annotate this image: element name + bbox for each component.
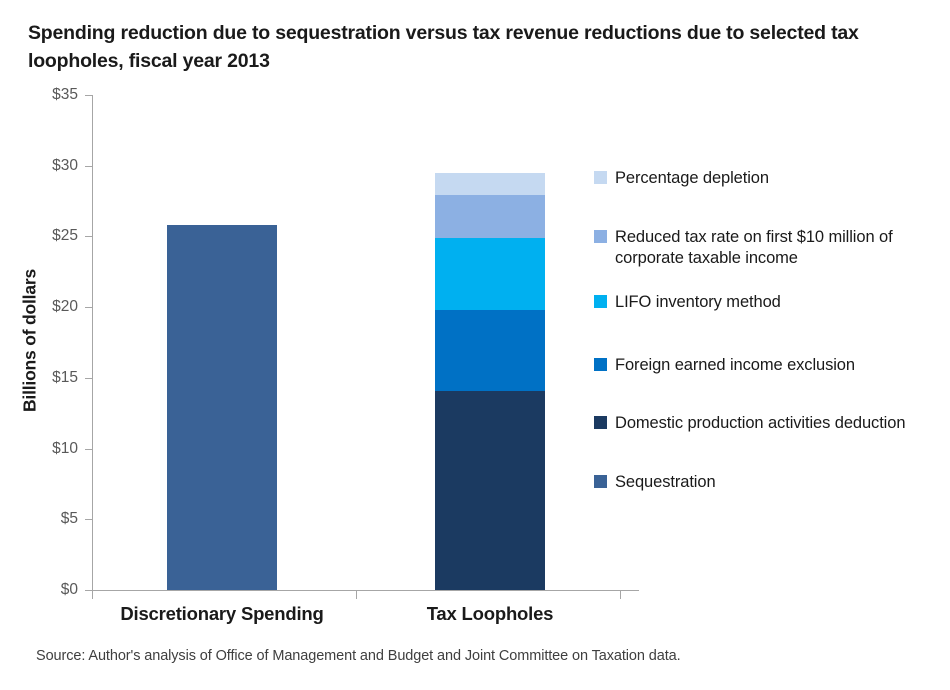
y-axis-tick-label: $25: [52, 227, 78, 245]
legend-item-label: Reduced tax rate on first $10 million of…: [615, 228, 893, 268]
y-axis-tick-label: $20: [52, 298, 78, 316]
x-axis-line: [92, 590, 639, 591]
x-axis-tick: [620, 591, 621, 599]
y-axis-tick: [85, 377, 93, 379]
legend-swatch-icon: [594, 475, 607, 488]
bar-segment[interactable]: [435, 172, 545, 196]
legend-item-label: Domestic production activities deduction: [615, 414, 906, 432]
y-axis-tick-label: $0: [60, 581, 78, 598]
plot-area: [93, 95, 638, 590]
y-axis-tick-label: $15: [52, 368, 78, 386]
legend-item-label: LIFO inventory method: [615, 293, 781, 311]
y-axis-tick-label: $10: [52, 439, 78, 457]
y-axis-tick-label: $5: [60, 510, 78, 528]
y-axis-title: Billions of dollars: [19, 268, 40, 413]
y-axis-tick: [85, 165, 93, 167]
x-axis-category-label: Tax Loopholes: [426, 603, 554, 624]
bar-segment[interactable]: [167, 225, 277, 590]
bar-segment[interactable]: [435, 195, 545, 238]
y-axis-line: [92, 95, 93, 591]
legend-swatch-icon: [594, 295, 607, 308]
y-axis-tick-label: $35: [52, 86, 78, 103]
y-axis-tick: [85, 95, 93, 96]
x-axis-category-label: Discretionary Spending: [120, 603, 324, 624]
y-axis-tick: [85, 236, 93, 238]
y-axis-tick: [85, 590, 93, 591]
legend-item-label: Sequestration: [615, 473, 716, 491]
bar-column[interactable]: [435, 95, 545, 590]
legend-item[interactable]: Foreign earned income exclusion: [594, 355, 944, 376]
y-axis-tick: [85, 448, 93, 450]
bar-column[interactable]: [167, 95, 277, 590]
bar-segment[interactable]: [435, 390, 545, 590]
legend-item[interactable]: Percentage depletion: [594, 168, 944, 189]
x-axis-tick: [356, 591, 357, 599]
bar-segment[interactable]: [435, 309, 545, 391]
legend-swatch-icon: [594, 230, 607, 243]
legend-swatch-icon: [594, 171, 607, 184]
legend-item[interactable]: Domestic production activities deduction: [594, 413, 944, 434]
y-axis-tick-label: $30: [52, 156, 78, 174]
legend-item[interactable]: Sequestration: [594, 472, 944, 493]
y-axis-tick: [85, 307, 93, 309]
legend-swatch-icon: [594, 416, 607, 429]
y-axis-tick: [85, 519, 93, 521]
source-note: Source: Author's analysis of Office of M…: [36, 648, 681, 664]
legend-item-label: Percentage depletion: [615, 169, 769, 187]
legend-swatch-icon: [594, 358, 607, 371]
legend-item[interactable]: Reduced tax rate on first $10 million of…: [594, 227, 944, 270]
legend-item[interactable]: LIFO inventory method: [594, 292, 944, 313]
page-title: Spending reduction due to sequestration …: [28, 22, 859, 72]
legend-item-label: Foreign earned income exclusion: [615, 356, 855, 374]
x-axis-tick: [92, 591, 93, 599]
bar-segment[interactable]: [435, 237, 545, 310]
